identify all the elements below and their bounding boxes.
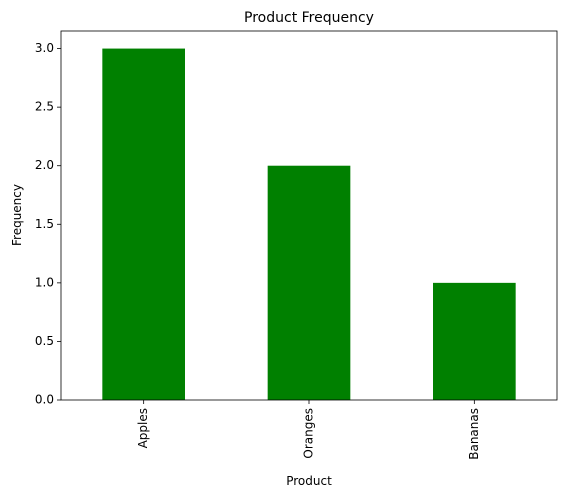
y-tick-label: 1.0: [35, 275, 54, 289]
bar: [433, 282, 516, 400]
bar: [102, 48, 185, 400]
y-tick-label: 2.5: [35, 100, 54, 114]
y-tick-label: 0.5: [35, 334, 54, 348]
y-tick-label: 3.0: [35, 41, 54, 55]
x-tick-label: Oranges: [302, 408, 316, 459]
x-tick-label: Bananas: [467, 408, 481, 460]
plot-frame: [60, 30, 558, 401]
chart-title: Product Frequency: [244, 10, 374, 26]
x-tick-label: Apples: [136, 408, 150, 448]
y-axis-label: Frequency: [10, 184, 24, 246]
y-tick-label: 0.0: [35, 393, 54, 407]
bar: [267, 165, 351, 400]
y-tick-label: 1.5: [35, 217, 54, 231]
x-axis-label: Product: [286, 474, 332, 488]
y-tick-label: 2.0: [35, 158, 54, 172]
